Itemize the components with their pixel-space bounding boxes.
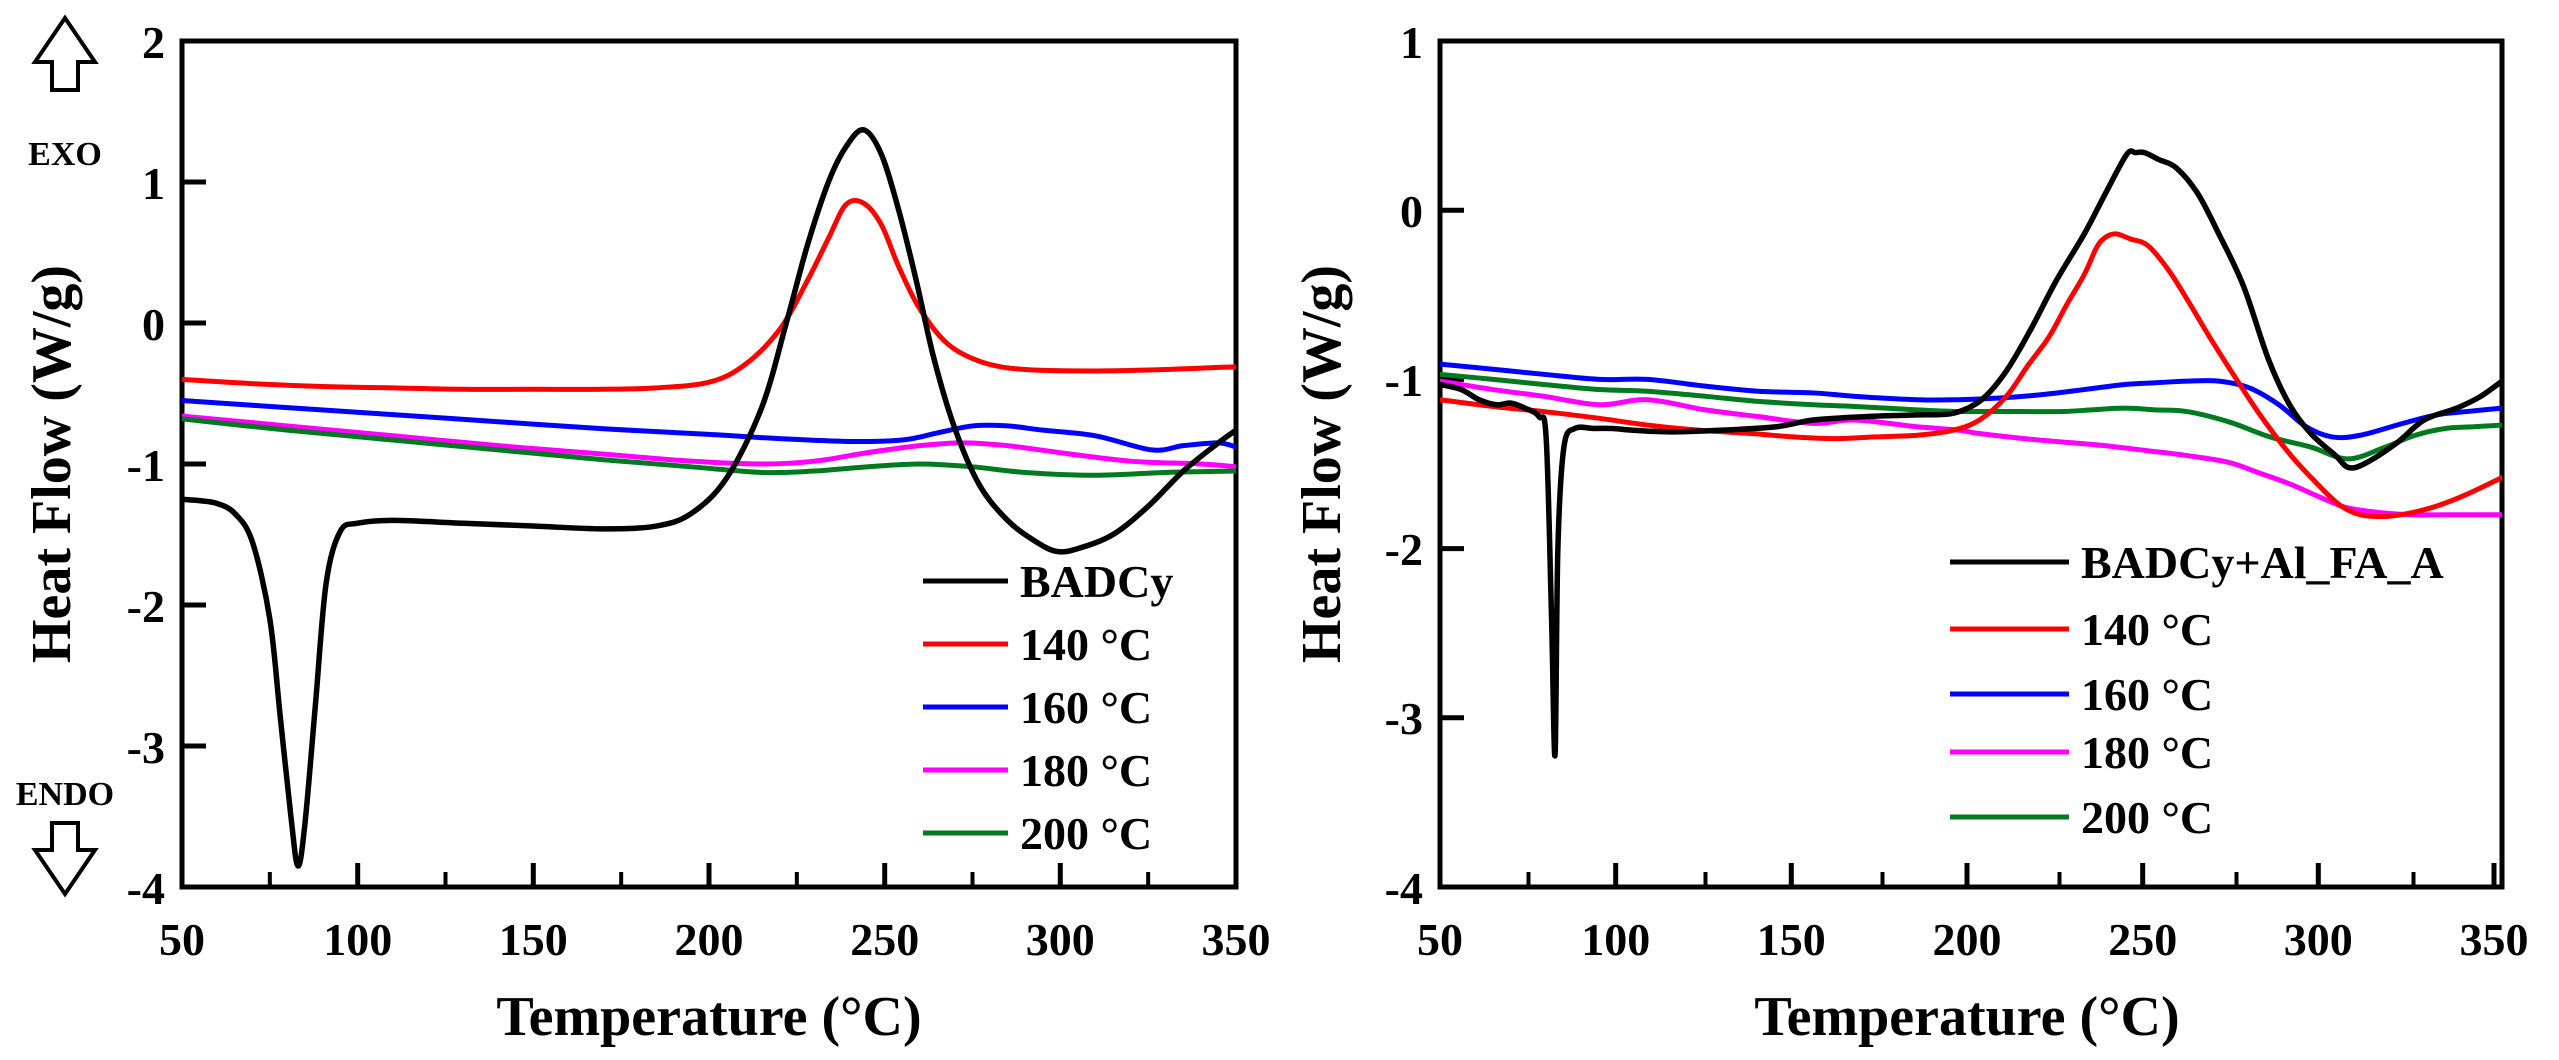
svg-text:Temperature (°C): Temperature (°C) (496, 986, 921, 1048)
svg-text:200: 200 (1933, 914, 2002, 965)
svg-text:200: 200 (675, 914, 744, 965)
svg-text:-3: -3 (127, 722, 165, 773)
svg-text:-1: -1 (127, 440, 165, 491)
svg-text:BADCy+Al_FA_A: BADCy+Al_FA_A (2081, 537, 2444, 588)
svg-text:300: 300 (1026, 914, 1095, 965)
svg-text:EXO: EXO (28, 136, 102, 173)
svg-text:BADCy: BADCy (1020, 556, 1173, 607)
svg-text:-1: -1 (1385, 355, 1423, 406)
svg-text:350: 350 (2460, 914, 2529, 965)
svg-text:1: 1 (142, 158, 165, 209)
svg-text:250: 250 (850, 914, 919, 965)
svg-text:160 °C: 160 °C (2081, 669, 2213, 720)
svg-text:Heat Flow (W/g): Heat Flow (W/g) (1291, 265, 1353, 663)
svg-text:160 °C: 160 °C (1020, 682, 1152, 733)
svg-text:350: 350 (1202, 914, 1271, 965)
svg-text:Temperature (°C): Temperature (°C) (1754, 986, 2179, 1048)
svg-text:-4: -4 (1385, 863, 1423, 914)
svg-text:150: 150 (1757, 914, 1826, 965)
svg-text:50: 50 (159, 914, 205, 965)
svg-text:ENDO: ENDO (16, 776, 114, 813)
svg-text:2: 2 (142, 17, 165, 68)
svg-text:-4: -4 (127, 863, 165, 914)
svg-text:100: 100 (1581, 914, 1650, 965)
svg-text:50: 50 (1417, 914, 1463, 965)
svg-text:0: 0 (1400, 186, 1423, 237)
svg-text:200 °C: 200 °C (1020, 808, 1152, 859)
svg-text:0: 0 (142, 299, 165, 350)
svg-text:300: 300 (2284, 914, 2353, 965)
svg-text:-2: -2 (1385, 524, 1423, 575)
svg-text:200 °C: 200 °C (2081, 792, 2213, 843)
svg-text:-2: -2 (127, 581, 165, 632)
svg-text:250: 250 (2108, 914, 2177, 965)
svg-text:180 °C: 180 °C (1020, 745, 1152, 796)
svg-text:140 °C: 140 °C (2081, 604, 2213, 655)
svg-text:150: 150 (499, 914, 568, 965)
svg-text:1: 1 (1400, 17, 1423, 68)
svg-text:180 °C: 180 °C (2081, 727, 2213, 778)
svg-text:Heat Flow (W/g): Heat Flow (W/g) (21, 265, 83, 663)
svg-text:140 °C: 140 °C (1020, 619, 1152, 670)
svg-text:100: 100 (323, 914, 392, 965)
svg-text:-3: -3 (1385, 693, 1423, 744)
